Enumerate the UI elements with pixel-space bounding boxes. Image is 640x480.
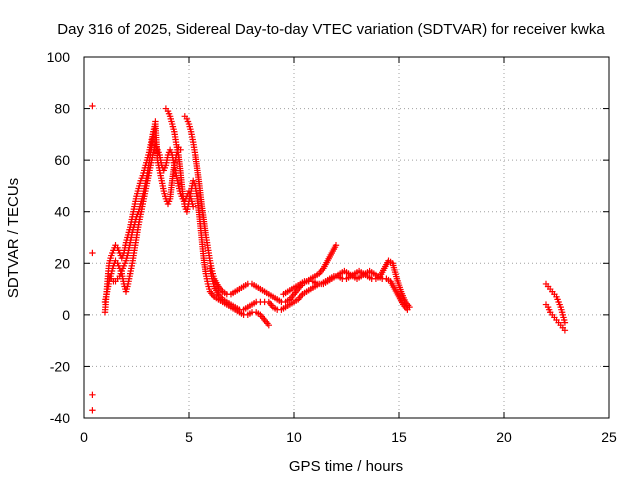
outlier-marker — [89, 391, 96, 398]
plot-frame — [83, 56, 610, 419]
x-tick-label: 25 — [601, 429, 617, 445]
y-tick-label: -40 — [50, 410, 70, 426]
y-tick-label: 80 — [54, 101, 70, 117]
trace-e-marker — [332, 242, 340, 249]
trace-i-marker — [561, 327, 569, 334]
outlier-marker — [89, 102, 96, 110]
outlier-marker — [89, 249, 96, 257]
trace-c-marker — [152, 118, 159, 125]
y-tick-label: 60 — [54, 152, 70, 168]
x-tick-label: 5 — [185, 429, 193, 445]
points-layer — [89, 102, 569, 414]
y-tick-label: 40 — [54, 204, 70, 220]
chart-title: Day 316 of 2025, Sidereal Day-to-day VTE… — [57, 21, 605, 38]
x-axis-label: GPS time / hours — [289, 458, 403, 475]
y-tick-label: 0 — [62, 307, 70, 323]
x-tick-label: 0 — [80, 429, 88, 445]
x-tick-label: 15 — [391, 429, 407, 445]
trace-d-marker — [265, 321, 272, 329]
y-tick-label: -20 — [50, 358, 70, 374]
grid-layer — [84, 57, 609, 418]
y-tick-label: 20 — [54, 255, 70, 271]
y-tick-label: 100 — [47, 49, 71, 65]
outlier-marker — [89, 407, 96, 414]
trace-h-marker — [561, 319, 569, 326]
x-tick-label: 10 — [286, 429, 302, 445]
y-axis-label: SDTVAR / TECUs — [5, 178, 22, 298]
x-tick-label: 20 — [496, 429, 512, 445]
tick-layer: 0 5 10 15 20 25 -40 -20 0 20 40 60 80 100 — [47, 49, 617, 445]
trace-g-marker — [406, 303, 413, 311]
